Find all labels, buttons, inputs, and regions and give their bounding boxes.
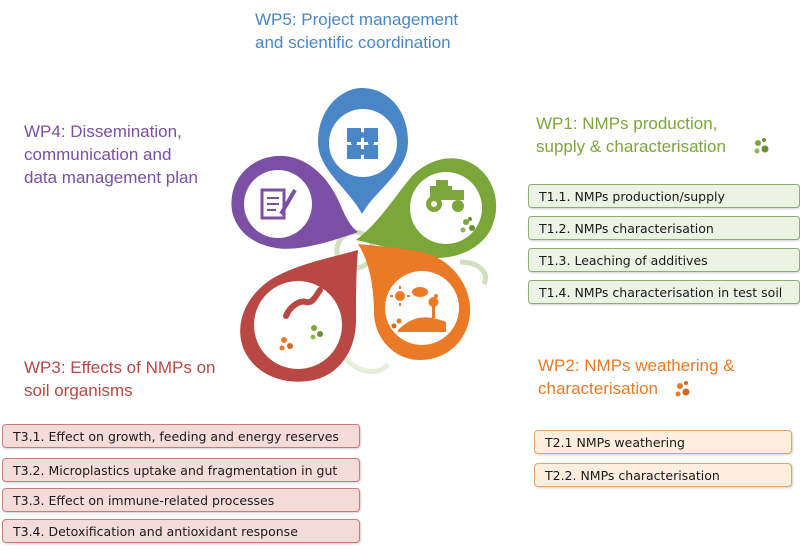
wp1-task: T1.4. NMPs characterisation in test soil: [528, 280, 800, 304]
microplastic-particles-icon: [675, 381, 690, 397]
wp3-task: T3.2. Microplastics uptake and fragmenta…: [2, 458, 360, 482]
tractor-icon: [426, 180, 464, 212]
microplastic-particles-icon: [460, 217, 475, 233]
wp1-task: T1.3. Leaching of additives: [528, 248, 800, 272]
wp2-task: T2.1 NMPs weathering: [534, 430, 792, 454]
wp4-title: WP4: Dissemination, communication and da…: [24, 120, 198, 189]
wp2-title-line: WP2: NMPs weathering &: [538, 356, 735, 375]
wp5-title: WP5: Project management and scientific c…: [255, 8, 458, 54]
wp2-title-line: characterisation: [538, 379, 659, 398]
wp1-title-line: supply & characterisation: [536, 137, 726, 156]
wp1-title: WP1: NMPs production, supply & character…: [536, 112, 726, 158]
wp4-title-line: data management plan: [24, 168, 198, 187]
wp4-title-line: communication and: [24, 145, 172, 164]
microplastic-particles-icon: [754, 138, 769, 154]
wp3-title: WP3: Effects of NMPs on soil organisms: [24, 356, 215, 402]
document-pen-icon: [260, 188, 297, 220]
wp1-title-line: WP1: NMPs production,: [536, 114, 718, 133]
wp4-title-line: WP4: Dissemination,: [24, 122, 182, 141]
wp2-title: WP2: NMPs weathering & characterisation: [538, 354, 735, 400]
wp3-task: T3.1. Effect on growth, feeding and ener…: [2, 424, 360, 448]
microplastic-particles-icon: [279, 325, 323, 351]
wp5-title-line: WP5: Project management: [255, 10, 459, 29]
wp1-task: T1.2. NMPs characterisation: [528, 216, 800, 240]
wp2-task: T2.2. NMPs characterisation: [534, 463, 792, 487]
earthworm-icon: [283, 287, 323, 319]
wp1-task: T1.1. NMPs production/supply: [528, 184, 800, 208]
wp5-title-line: and scientific coordination: [255, 33, 451, 52]
wp3-task: T3.3. Effect on immune-related processes: [2, 488, 360, 512]
weather-landscape-icon: [390, 286, 446, 332]
wp2-petal: [341, 244, 471, 374]
wp3-title-line: WP3: Effects of NMPs on: [24, 358, 216, 377]
wp3-title-line: soil organisms: [24, 381, 133, 400]
wp3-task: T3.4. Detoxification and antioxidant res…: [2, 519, 360, 543]
puzzle-icon: [347, 128, 378, 159]
wp3-petal: [240, 250, 358, 382]
